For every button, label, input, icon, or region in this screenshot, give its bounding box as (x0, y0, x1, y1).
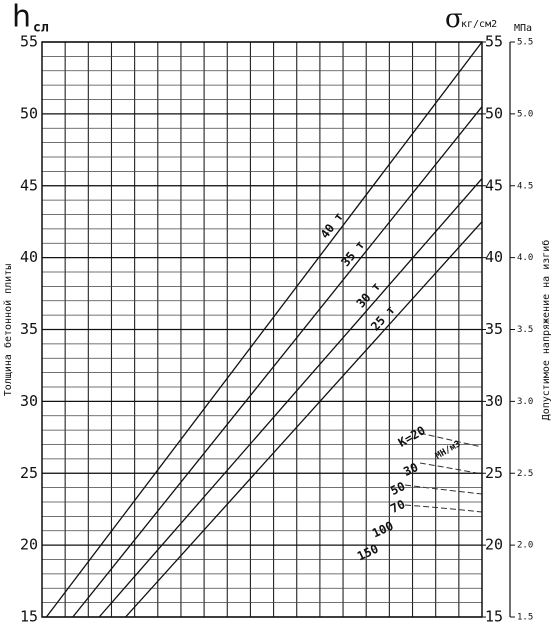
y-tick-label: 55 (20, 33, 38, 51)
y3-tick-label: 4.5 (517, 181, 533, 191)
annotation: 100 (370, 519, 396, 541)
y2-tick-label: 55 (485, 33, 503, 51)
y-tick-label: 30 (20, 392, 38, 410)
y-tick-label: 15 (20, 608, 38, 626)
y3-label: МПа (514, 23, 532, 34)
k-curve (404, 484, 483, 495)
y-tick-label: 25 (20, 464, 38, 482)
y2-tick-label: 30 (485, 392, 503, 410)
y-label-sub: сл (33, 21, 49, 36)
series-line (72, 106, 483, 618)
y2-tick-label: 50 (485, 104, 503, 122)
y-tick-label: 50 (20, 104, 38, 122)
y2-tick-label: 35 (485, 320, 503, 338)
y2-tick-label: 40 (485, 248, 503, 266)
series-line (98, 178, 483, 618)
annotation: K=20 (396, 423, 428, 450)
y-tick-label: 40 (20, 248, 38, 266)
y3-tick-label: 3.0 (517, 397, 533, 407)
series-line (45, 41, 483, 618)
y3-tick-label: 2.0 (517, 541, 533, 551)
y3-tick-label: 5.0 (517, 109, 533, 119)
y-tick-label: 45 (20, 176, 38, 194)
y3-tick-label: 3.5 (517, 325, 533, 335)
y2-label-sub: кг/см2 (461, 19, 497, 30)
y3-tick-label: 2.5 (517, 469, 533, 479)
k-curve (404, 504, 483, 513)
k-curve (419, 432, 483, 448)
y2-tick-label: 25 (485, 464, 503, 482)
series-line (125, 221, 483, 618)
y-label: h (12, 0, 31, 35)
y3-title: Допустимое напряжение на изгиб (540, 240, 552, 421)
y3-tick-label: 1.5 (517, 613, 533, 623)
y-title: Толщина бетонной плиты (2, 264, 14, 396)
series-label: 30 т (354, 280, 384, 311)
y2-tick-label: 20 (485, 536, 503, 554)
y-tick-label: 20 (20, 536, 38, 554)
y3-tick-label: 5.5 (517, 38, 533, 48)
annotation: 70 (388, 497, 407, 516)
y2-tick-label: 15 (485, 608, 503, 626)
annotation: МН/м3 (434, 439, 462, 461)
y3-tick-label: 4.0 (517, 253, 533, 263)
y2-tick-label: 45 (485, 176, 503, 194)
annotation: 30 (401, 460, 420, 479)
y2-label: σ (445, 4, 463, 34)
k-curve (419, 462, 483, 475)
annotation: 50 (388, 479, 407, 498)
y-tick-label: 35 (20, 320, 38, 338)
